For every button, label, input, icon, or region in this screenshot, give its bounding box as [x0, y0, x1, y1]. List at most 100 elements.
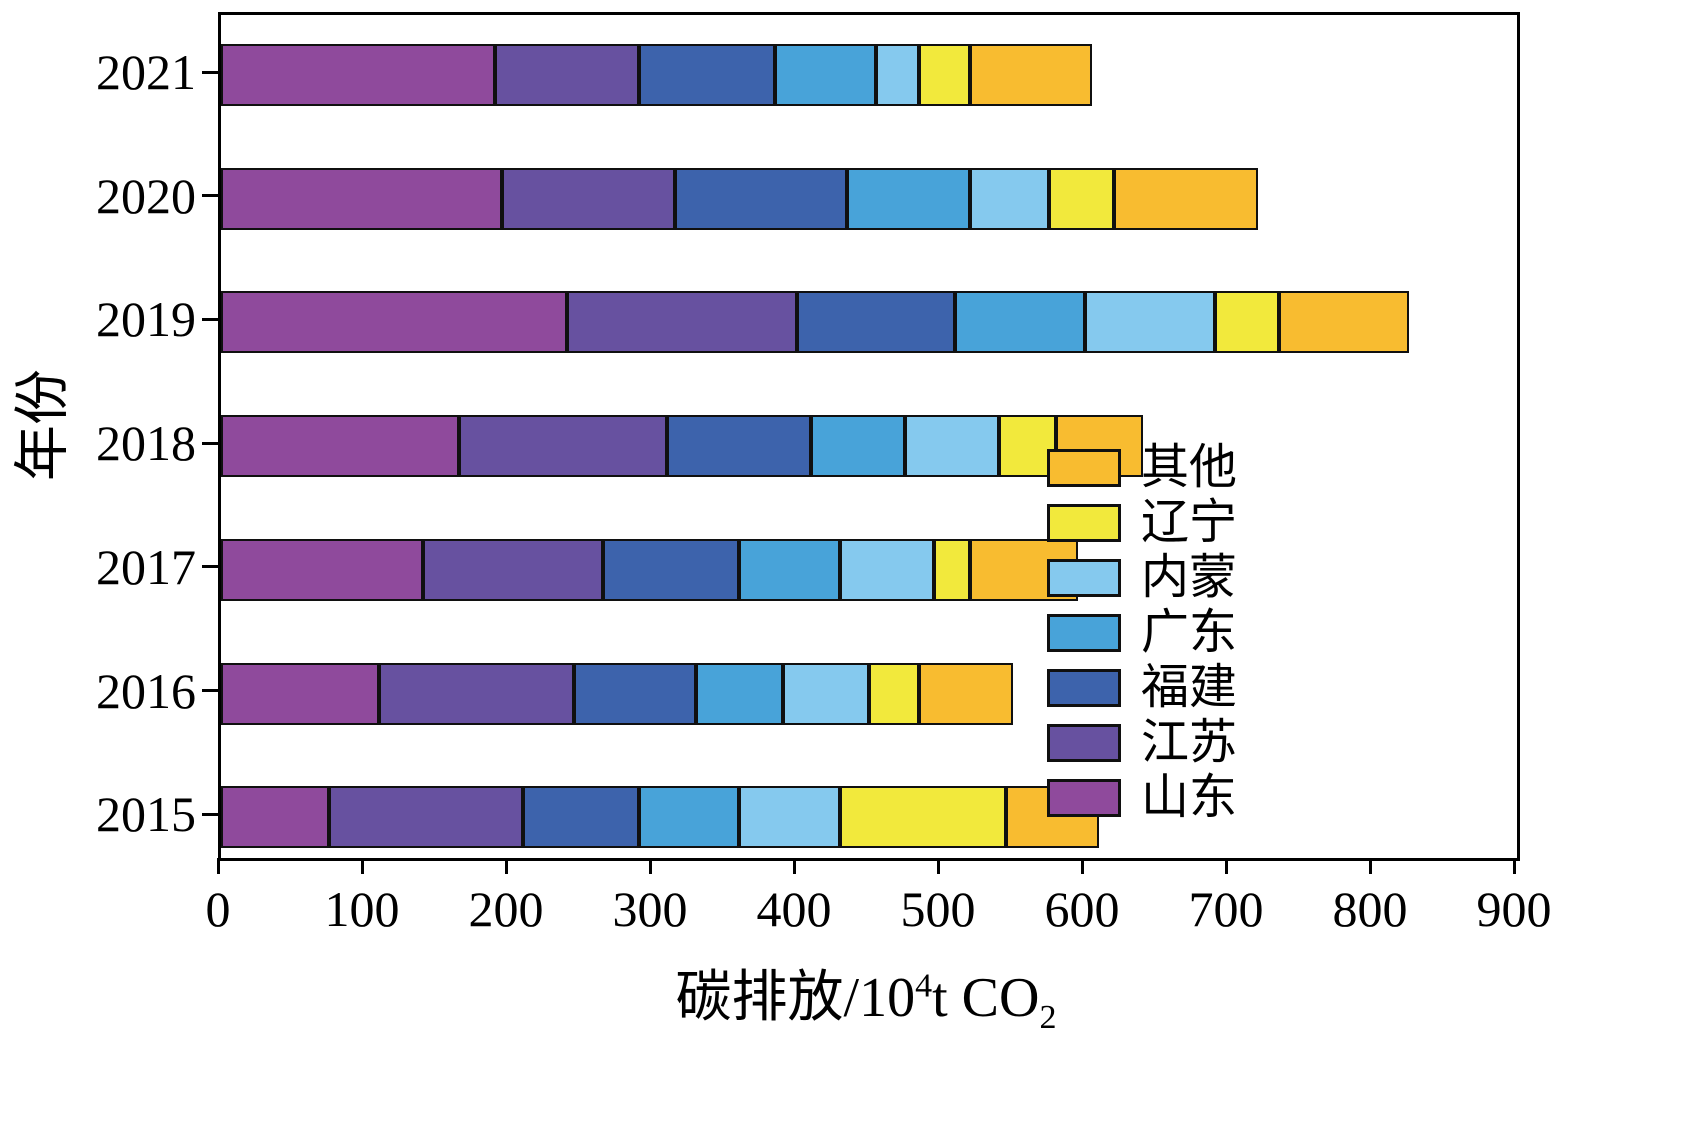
legend-label-其他: 其他	[1141, 441, 1238, 494]
bar-segment-辽宁-2016	[869, 662, 920, 725]
bar-segment-广东-2019	[955, 291, 1085, 354]
bar-row-2019	[221, 291, 1517, 354]
legend-swatch-山东	[1047, 778, 1121, 817]
bar-segment-辽宁-2018	[998, 415, 1057, 478]
x-tick-mark	[360, 858, 364, 874]
bar-segment-福建-2019	[797, 291, 956, 354]
bar-segment-山东-2018	[221, 415, 459, 478]
bar-segment-江苏-2015	[329, 786, 524, 849]
bar-segment-山东-2020	[221, 167, 502, 230]
bar-segment-江苏-2016	[379, 662, 574, 725]
x-tick-label: 700	[1188, 881, 1264, 937]
legend-label-江苏: 江苏	[1141, 716, 1238, 769]
y-tick-mark	[202, 812, 218, 816]
bar-segment-内蒙-2015	[739, 786, 841, 849]
legend-label-山东: 山东	[1141, 771, 1238, 824]
x-tick-label: 900	[1476, 881, 1552, 937]
bar-segment-广东-2021	[775, 44, 877, 106]
bar-segment-江苏-2021	[494, 44, 639, 106]
x-axis-title-subscript: 2	[1039, 999, 1057, 1037]
x-tick-mark	[504, 858, 508, 874]
x-axis-title: 碳排放/104t CO2	[218, 952, 1514, 1037]
bar-segment-广东-2018	[811, 415, 905, 478]
x-tick-mark	[936, 858, 940, 874]
legend-item-内蒙: 内蒙	[1047, 550, 1237, 605]
x-tick-label: 600	[1044, 881, 1120, 937]
legend-swatch-福建	[1047, 668, 1121, 707]
bar-row-2016	[221, 662, 1517, 725]
legend-item-福建: 福建	[1047, 660, 1237, 715]
legend-label-内蒙: 内蒙	[1141, 551, 1238, 604]
bar-segment-内蒙-2019	[1085, 291, 1215, 354]
legend-item-广东: 广东	[1047, 605, 1237, 660]
bar-segment-广东-2017	[739, 538, 841, 601]
legend: 其他 辽宁 内蒙 广东 福建 江苏 山东	[1047, 440, 1237, 825]
bar-segment-其他-2020	[1113, 167, 1258, 230]
y-tick-label: 2017	[96, 538, 196, 595]
bar-segment-广东-2020	[847, 167, 970, 230]
bar-segment-内蒙-2021	[876, 44, 920, 106]
bar-row-2017	[221, 538, 1517, 601]
x-tick-mark	[1368, 858, 1372, 874]
bar-segment-其他-2021	[969, 44, 1093, 106]
plot-area	[218, 12, 1520, 861]
legend-swatch-广东	[1047, 613, 1121, 652]
y-tick-mark	[202, 317, 218, 321]
bar-segment-江苏-2018	[458, 415, 668, 478]
bar-row-2020	[221, 167, 1517, 230]
legend-label-广东: 广东	[1141, 606, 1238, 659]
bar-segment-江苏-2019	[566, 291, 797, 354]
x-tick-mark	[648, 858, 652, 874]
legend-item-江苏: 江苏	[1047, 715, 1237, 770]
y-tick-label: 2016	[96, 662, 196, 719]
bar-segment-山东-2015	[221, 786, 329, 849]
bar-segment-福建-2020	[674, 167, 848, 230]
bar-segment-福建-2021	[638, 44, 776, 106]
bar-row-2015	[221, 786, 1517, 849]
x-tick-mark	[1224, 858, 1228, 874]
y-tick-label: 2018	[96, 415, 196, 472]
y-tick-mark	[202, 689, 218, 692]
bar-row-2021	[221, 44, 1517, 106]
bar-segment-辽宁-2019	[1214, 291, 1280, 354]
x-tick-mark	[792, 858, 796, 874]
y-tick-label: 2020	[96, 167, 196, 224]
legend-swatch-其他	[1047, 448, 1121, 487]
bar-segment-江苏-2017	[422, 538, 603, 601]
y-tick-mark	[202, 565, 218, 569]
bar-segment-广东-2016	[696, 662, 783, 725]
bar-segment-辽宁-2021	[919, 44, 970, 106]
x-tick-label: 300	[612, 881, 688, 937]
x-tick-label: 200	[468, 881, 544, 937]
x-axis-title-text: 碳排放/10	[675, 967, 916, 1029]
bar-segment-辽宁-2015	[840, 786, 1006, 849]
bar-segment-江苏-2020	[501, 167, 675, 230]
bar-segment-山东-2017	[221, 538, 423, 601]
x-tick-label: 800	[1332, 881, 1408, 937]
legend-item-山东: 山东	[1047, 770, 1237, 825]
x-tick-mark	[1512, 858, 1516, 874]
legend-swatch-江苏	[1047, 723, 1121, 762]
bar-segment-内蒙-2016	[782, 662, 869, 725]
y-tick-mark	[202, 70, 218, 74]
y-tick-label: 2015	[96, 786, 196, 843]
bar-segment-广东-2015	[638, 786, 740, 849]
bar-segment-山东-2019	[221, 291, 567, 354]
legend-item-其他: 其他	[1047, 440, 1237, 495]
x-tick-label: 500	[900, 881, 976, 937]
y-tick-label: 2021	[96, 44, 196, 100]
x-axis-title-superscript: 4	[915, 967, 933, 1005]
bar-segment-内蒙-2017	[840, 538, 934, 601]
bar-segment-内蒙-2020	[969, 167, 1049, 230]
legend-swatch-内蒙	[1047, 558, 1121, 597]
bar-row-2018	[221, 415, 1517, 478]
bar-segment-福建-2018	[667, 415, 812, 478]
legend-label-福建: 福建	[1141, 661, 1238, 714]
bar-segment-福建-2015	[523, 786, 639, 849]
x-axis-title-unit: t CO	[932, 967, 1040, 1029]
bar-segment-山东-2016	[221, 662, 380, 725]
y-tick-label: 2019	[96, 291, 196, 348]
x-tick-label: 100	[324, 881, 400, 937]
bar-segment-山东-2021	[221, 44, 495, 106]
y-tick-mark	[202, 441, 218, 445]
